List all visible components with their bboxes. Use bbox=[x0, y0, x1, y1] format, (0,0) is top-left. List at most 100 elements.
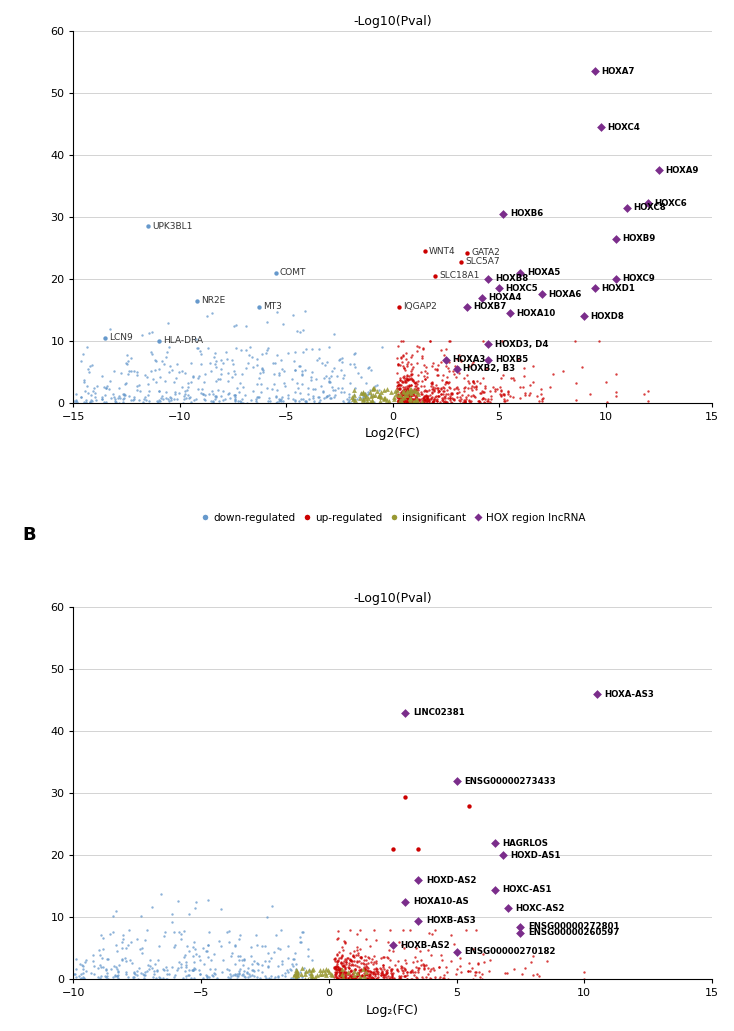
Point bbox=[373, 969, 385, 986]
Point bbox=[354, 959, 366, 975]
Point bbox=[321, 388, 333, 404]
Point bbox=[359, 961, 371, 977]
Point bbox=[399, 962, 411, 978]
Point bbox=[70, 393, 81, 409]
Point bbox=[200, 943, 212, 960]
Point bbox=[359, 952, 371, 968]
Point bbox=[272, 304, 283, 321]
Point bbox=[353, 967, 365, 984]
Point bbox=[339, 934, 351, 951]
Point bbox=[273, 391, 285, 407]
Point bbox=[418, 394, 429, 410]
Point bbox=[398, 389, 410, 405]
Point bbox=[425, 391, 437, 407]
Point bbox=[335, 384, 346, 400]
Point bbox=[160, 959, 172, 975]
Point bbox=[120, 966, 132, 983]
Point bbox=[335, 963, 346, 979]
Point bbox=[410, 383, 421, 399]
Point bbox=[344, 356, 356, 372]
Point bbox=[360, 970, 371, 987]
Point bbox=[398, 963, 410, 979]
Point bbox=[421, 389, 433, 405]
Point bbox=[340, 954, 352, 970]
Point bbox=[396, 377, 407, 394]
Point bbox=[454, 957, 465, 973]
Point bbox=[279, 378, 291, 395]
Point bbox=[498, 367, 509, 384]
Point bbox=[294, 358, 305, 374]
Point bbox=[406, 361, 418, 377]
Point bbox=[352, 965, 363, 982]
Point bbox=[283, 963, 294, 979]
Point bbox=[393, 299, 405, 315]
Point bbox=[111, 961, 123, 977]
Point bbox=[246, 962, 258, 978]
Point bbox=[344, 971, 355, 988]
Point bbox=[156, 886, 167, 902]
Point bbox=[302, 949, 313, 965]
Point bbox=[374, 384, 386, 400]
Point bbox=[189, 894, 201, 910]
Point bbox=[427, 393, 439, 409]
Point bbox=[73, 956, 85, 972]
Point bbox=[356, 967, 368, 984]
Point bbox=[227, 944, 239, 961]
Point bbox=[392, 377, 404, 394]
Point bbox=[207, 393, 219, 409]
Point bbox=[442, 971, 454, 988]
Point bbox=[440, 386, 451, 402]
Point bbox=[330, 968, 341, 985]
Point bbox=[308, 961, 319, 977]
Point bbox=[432, 367, 443, 384]
Point bbox=[150, 353, 162, 369]
Point bbox=[240, 360, 252, 376]
Point bbox=[154, 969, 166, 986]
Point bbox=[397, 385, 409, 401]
Point bbox=[476, 369, 488, 386]
Point bbox=[288, 353, 299, 369]
Point bbox=[131, 963, 143, 979]
Point bbox=[360, 960, 371, 976]
Point bbox=[515, 390, 526, 406]
Point bbox=[222, 387, 233, 403]
Point bbox=[217, 953, 228, 969]
Point bbox=[401, 372, 413, 389]
Point bbox=[462, 387, 474, 403]
Point bbox=[401, 358, 413, 374]
Point bbox=[392, 389, 404, 405]
Point bbox=[307, 341, 319, 358]
Point bbox=[254, 970, 266, 987]
Point bbox=[392, 390, 404, 406]
Point bbox=[184, 966, 195, 983]
Point bbox=[188, 954, 200, 970]
Point bbox=[391, 962, 403, 978]
Point bbox=[427, 960, 439, 976]
Point bbox=[432, 379, 443, 396]
Point bbox=[470, 372, 482, 389]
Point bbox=[137, 327, 148, 343]
Point bbox=[305, 369, 317, 386]
Point bbox=[413, 872, 424, 889]
Point bbox=[175, 931, 186, 947]
Point bbox=[393, 389, 405, 405]
Point bbox=[418, 970, 429, 987]
Point bbox=[470, 964, 482, 980]
Point bbox=[479, 378, 491, 395]
Point bbox=[314, 966, 326, 983]
Point bbox=[227, 352, 239, 368]
Point bbox=[360, 966, 372, 983]
Point bbox=[113, 394, 125, 410]
Point bbox=[401, 371, 413, 388]
Point bbox=[283, 387, 294, 403]
Point bbox=[172, 893, 184, 909]
Point bbox=[291, 964, 303, 980]
Point bbox=[242, 355, 254, 371]
Point bbox=[342, 394, 354, 410]
Point bbox=[458, 370, 470, 387]
Point bbox=[653, 162, 665, 178]
Point bbox=[348, 387, 360, 403]
Point bbox=[403, 387, 415, 403]
Point bbox=[401, 386, 413, 402]
Point bbox=[520, 385, 531, 401]
